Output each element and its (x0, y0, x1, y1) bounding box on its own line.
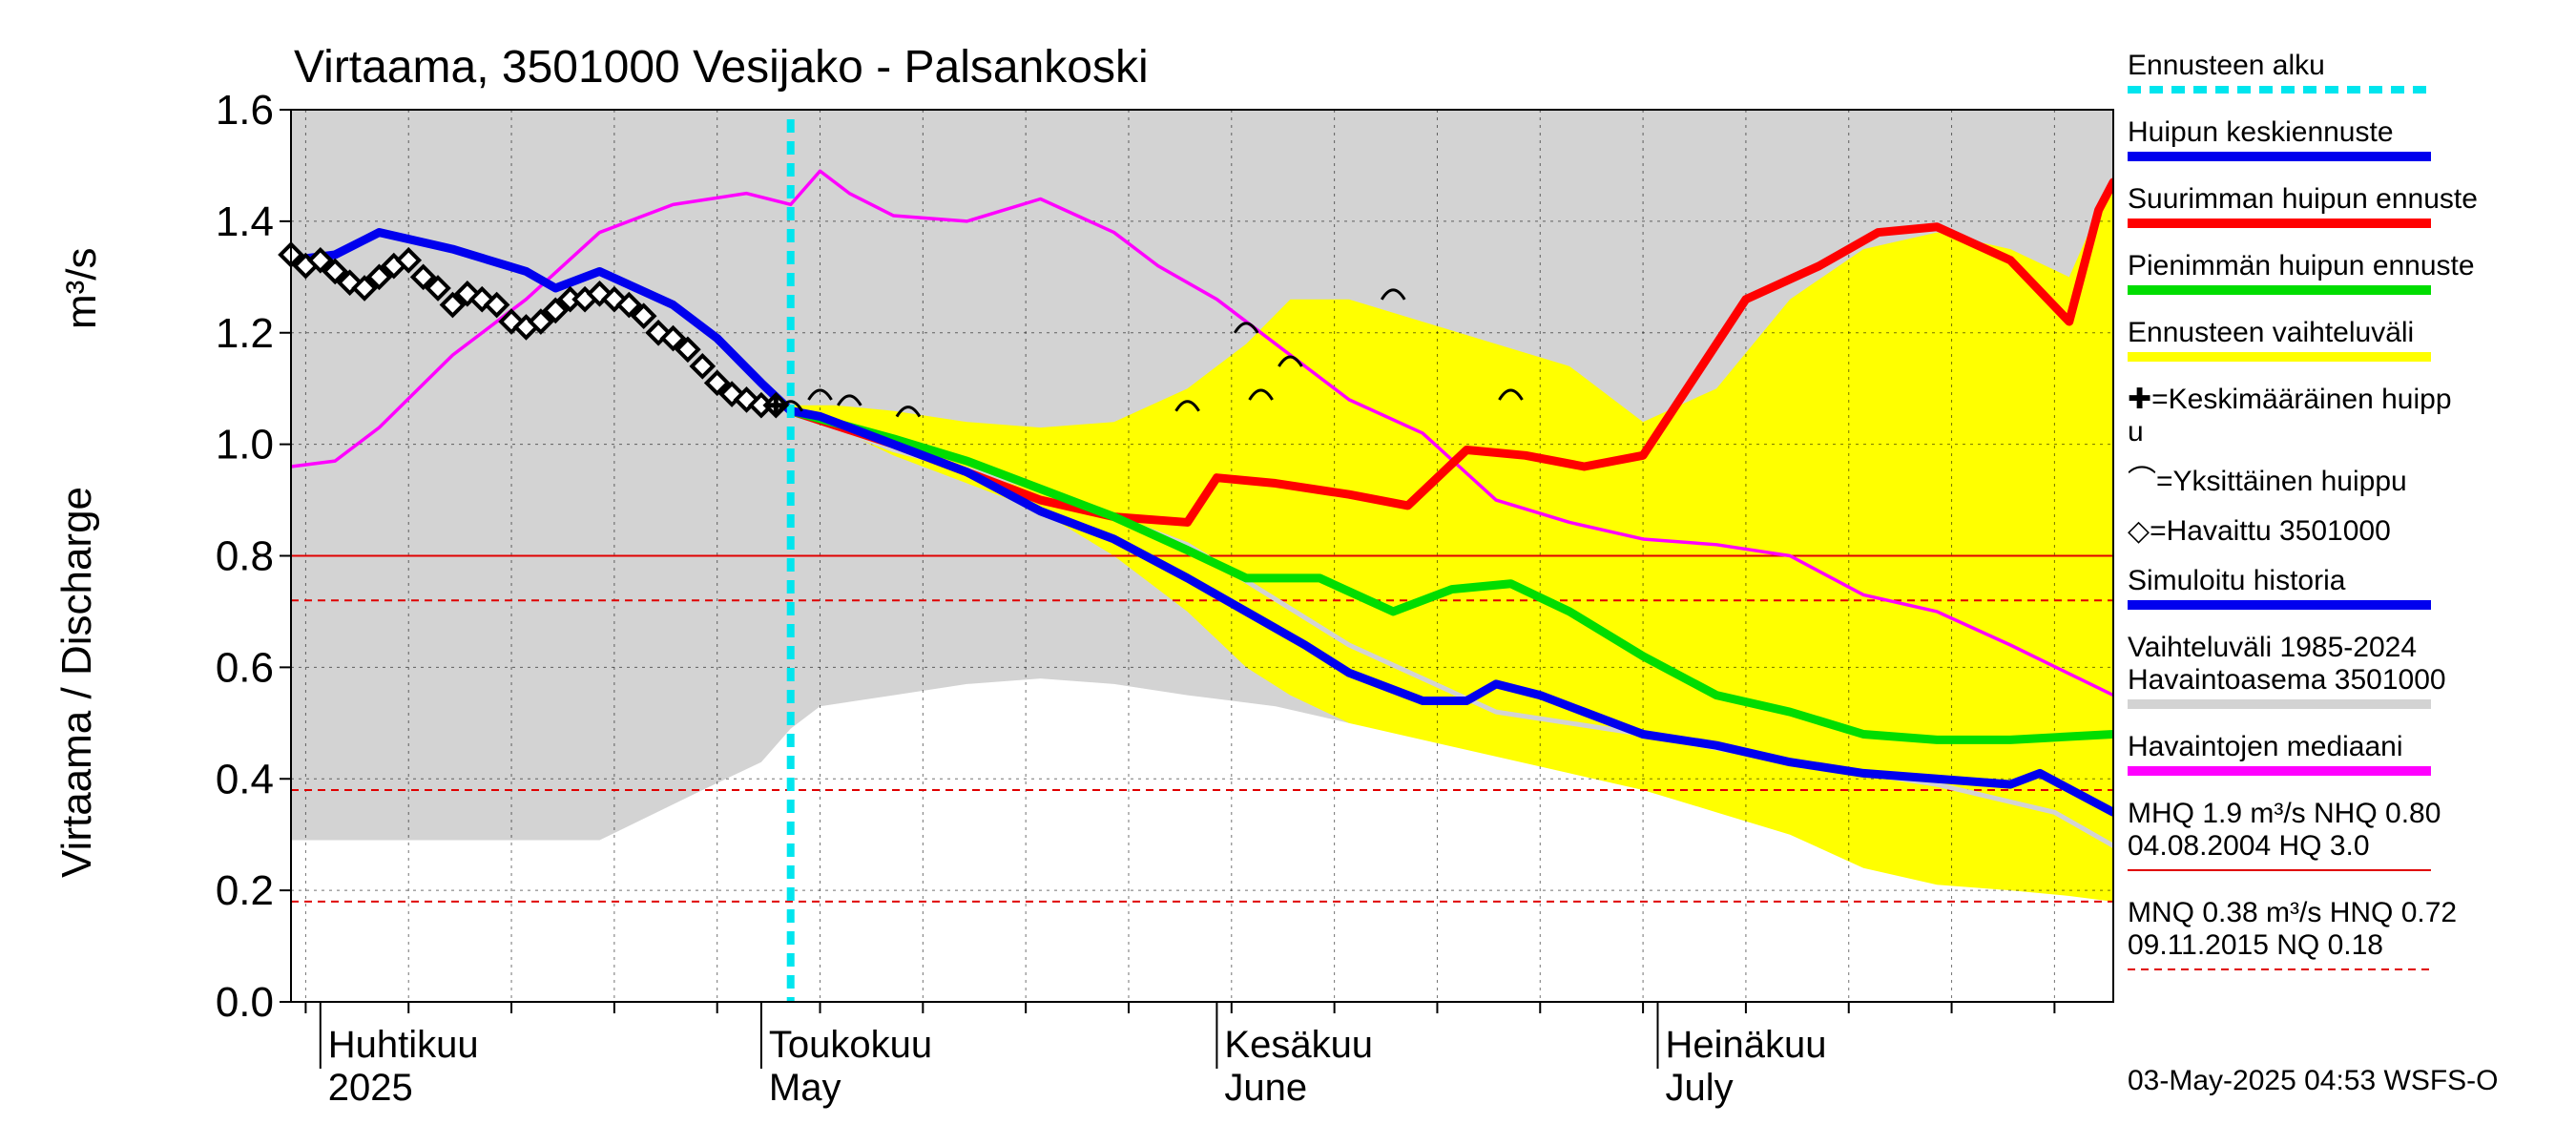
legend-label-2: Havaintoasema 3501000 (2128, 664, 2446, 696)
forecast-range-band (790, 177, 2113, 902)
legend-label: ⌒=Yksittäinen huippu (2128, 466, 2407, 497)
observed-point (322, 258, 349, 285)
legend-label-2: u (2128, 416, 2144, 448)
legend-label: Ennusteen vaihteluväli (2128, 317, 2414, 348)
observed-point (409, 263, 437, 291)
individual-peak-mark (1278, 355, 1303, 367)
observed-point (306, 246, 334, 274)
observed-point (528, 308, 554, 335)
min-peak-forecast-line (786, 406, 2113, 744)
individual-peak-mark (1248, 388, 1274, 401)
legend-label: Vaihteluväli 1985-2024 (2128, 632, 2417, 663)
historical-low-line (788, 408, 2113, 848)
legend-label-2: 09.11.2015 NQ 0.18 (2128, 929, 2383, 961)
legend-label: ◇=Havaittu 3501000 (2128, 515, 2391, 547)
observed-point (675, 336, 701, 364)
y-tick-label: 0.4 (216, 756, 274, 802)
month-label-fi: Toukokuu (769, 1024, 932, 1066)
median-line (291, 169, 2113, 697)
month-label-en: 2025 (328, 1067, 413, 1109)
y-tick-label: 1.6 (216, 87, 274, 134)
y-axis-label: Virtaama / Discharge (53, 487, 100, 878)
observed-point (351, 275, 378, 302)
month-label-fi: Huhtikuu (328, 1024, 479, 1066)
mean-peak-forecast-line (291, 228, 2113, 817)
legend-label: Pienimmän huipun ennuste (2128, 250, 2475, 281)
month-label-en: June (1224, 1067, 1307, 1109)
y-tick-label: 1.2 (216, 310, 274, 357)
individual-peak-mark (807, 388, 833, 401)
y-axis-unit: m³/s (58, 247, 105, 329)
individual-peak-mark (1498, 388, 1524, 401)
chart-title: Virtaama, 3501000 Vesijako - Palsankoski (294, 42, 1149, 93)
individual-peak-mark (778, 400, 803, 412)
timestamp: 03-May-2025 04:53 WSFS-O (2128, 1065, 2499, 1096)
observed-point (395, 246, 423, 274)
legend-label: Suurimman huipun ennuste (2128, 183, 2478, 215)
y-tick-label: 0.6 (216, 644, 274, 691)
observed-point (689, 352, 717, 380)
y-tick-label: 0.2 (216, 867, 274, 914)
observed-point (630, 302, 657, 330)
y-tick-label: 0.8 (216, 533, 274, 580)
legend-label: MHQ 1.9 m³/s NHQ 0.80 (2128, 798, 2441, 829)
legend-label: Ennusteen alku (2128, 50, 2325, 81)
legend-label: ✚=Keskimääräinen huipp (2128, 384, 2452, 415)
observed-point (659, 324, 687, 352)
individual-peak-mark (837, 394, 862, 406)
legend-label: Simuloitu historia (2128, 565, 2346, 596)
legend-label: MNQ 0.38 m³/s HNQ 0.72 (2128, 897, 2457, 928)
month-label-fi: Heinäkuu (1666, 1024, 1827, 1066)
month-label-fi: Kesäkuu (1224, 1024, 1373, 1066)
y-tick-label: 1.0 (216, 422, 274, 468)
observed-point (365, 263, 393, 291)
observed-point (439, 291, 467, 319)
y-axis: 0.0 0.2 0.4 0.6 0.8 1.0 1.2 1.4 1.6 (216, 87, 291, 1026)
month-label-en: May (769, 1067, 841, 1109)
observed-point (483, 291, 510, 319)
legend-label: Havaintojen mediaani (2128, 731, 2403, 762)
y-tick-label: 0.0 (216, 979, 274, 1026)
observed-point (425, 275, 451, 302)
observed-point (703, 369, 731, 397)
individual-peak-mark (895, 406, 922, 418)
individual-peak-mark (1380, 288, 1406, 301)
y-tick-label: 1.4 (216, 198, 274, 245)
observed-point (542, 297, 570, 324)
observed-point (615, 291, 643, 319)
individual-peak-mark (1174, 400, 1200, 412)
plot-area (278, 109, 2114, 1003)
individual-peak-mark (1233, 322, 1259, 334)
month-label-en: July (1666, 1067, 1734, 1109)
legend-label: Huipun keskiennuste (2128, 116, 2394, 148)
legend: Ennusteen alku Huipun keskiennuste Suurimm… (2128, 50, 2478, 970)
legend-label-2: 04.08.2004 HQ 3.0 (2128, 830, 2370, 862)
mean-peak-mark (766, 395, 786, 415)
